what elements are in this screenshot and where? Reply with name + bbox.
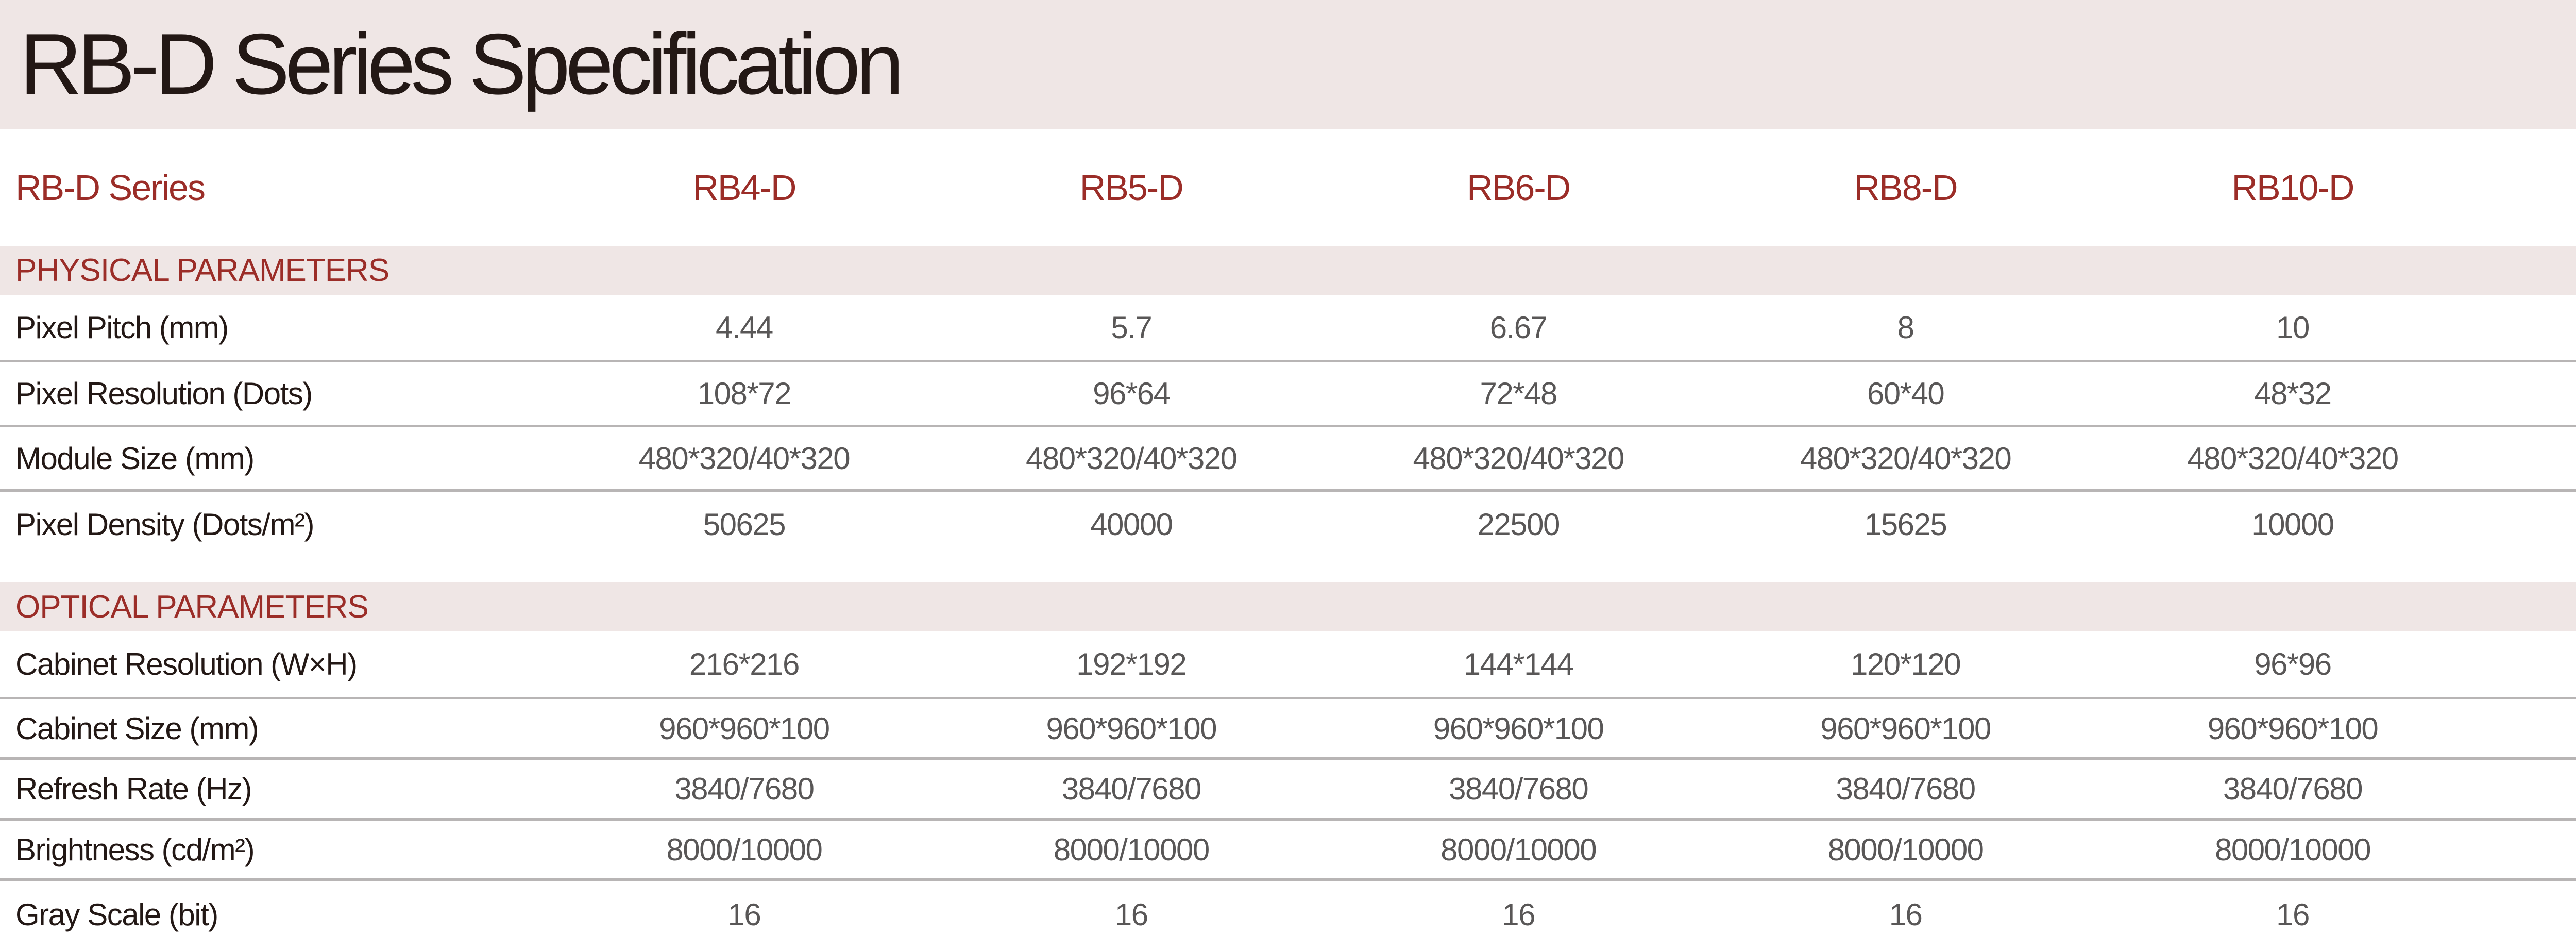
spec-value: 960*960*100 <box>1820 711 1991 746</box>
spec-label: Brightness (cd/m²) <box>15 832 255 867</box>
spec-value: 10 <box>2276 310 2310 345</box>
spec-label: Cabinet Size (mm) <box>15 711 259 746</box>
model-header: RB6-D <box>1467 167 1571 208</box>
spec-label: Gray Scale (bit) <box>15 897 218 932</box>
spec-value: 48*32 <box>2254 376 2332 411</box>
series-label: RB-D Series <box>15 167 206 208</box>
spec-row: Brightness (cd/m²) 8000/10000 8000/10000 80… <box>0 821 2576 881</box>
spec-row: Pixel Resolution (Dots) 108*72 96*64 72*48 6… <box>0 362 2576 427</box>
spec-value: 5.7 <box>1111 310 1152 345</box>
spec-value: 480*320/40*320 <box>638 441 851 476</box>
spec-value: 8000/10000 <box>1440 832 1597 867</box>
spec-row: Cabinet Resolution (W×H) 216*216 192*192 14… <box>0 631 2576 699</box>
spec-row: Pixel Density (Dots/m²) 50625 40000 22500 15… <box>0 492 2576 557</box>
spec-label: Cabinet Resolution (W×H) <box>15 647 358 681</box>
spec-value: 108*72 <box>697 376 792 411</box>
spec-value: 6.67 <box>1489 310 1548 345</box>
spec-value: 3840/7680 <box>2223 772 2363 806</box>
spec-value: 960*960*100 <box>1046 711 1217 746</box>
section-title: PHYSICAL PARAMETERS <box>15 253 389 288</box>
spec-value: 960*960*100 <box>2207 711 2379 746</box>
spec-value: 3840/7680 <box>1061 772 1202 806</box>
spec-value: 480*320/40*320 <box>1413 441 1624 476</box>
spec-value: 40000 <box>1090 507 1173 542</box>
spec-value: 22500 <box>1477 507 1560 542</box>
spec-value: 4.44 <box>715 310 773 345</box>
spec-value: 8000/10000 <box>2214 832 2371 867</box>
model-header: RB4-D <box>692 167 796 208</box>
spec-value: 144*144 <box>1463 647 1574 681</box>
spec-value: 8000/10000 <box>666 832 823 867</box>
title-band: RB-D Series Specification <box>0 0 2576 129</box>
spec-value: 8000/10000 <box>1053 832 1210 867</box>
spec-value: 96*64 <box>1093 376 1171 411</box>
spec-value: 3840/7680 <box>1836 772 1976 806</box>
spec-label: Refresh Rate (Hz) <box>15 772 252 806</box>
spec-value: 16 <box>2276 897 2310 932</box>
spec-value: 960*960*100 <box>659 711 830 746</box>
spec-row: Module Size (mm) 480*320/40*320 480*320/40… <box>0 427 2576 492</box>
spec-value: 16 <box>1502 897 1535 932</box>
spec-label: Pixel Density (Dots/m²) <box>15 507 314 542</box>
spec-value: 16 <box>1889 897 1923 932</box>
spec-value: 15625 <box>1864 507 1947 542</box>
spec-value: 3840/7680 <box>674 772 815 806</box>
spec-value: 3840/7680 <box>1449 772 1589 806</box>
section-title: OPTICAL PARAMETERS <box>15 589 369 625</box>
spec-row: Pixel Pitch (mm) 4.44 5.7 6.67 8 10 <box>0 295 2576 362</box>
spec-value: 192*192 <box>1076 647 1187 681</box>
spec-label: Pixel Resolution (Dots) <box>15 376 313 411</box>
spec-value: 60*40 <box>1867 376 1945 411</box>
spec-value: 10000 <box>2251 507 2334 542</box>
spec-value: 480*320/40*320 <box>1800 441 2012 476</box>
spec-value: 8 <box>1897 310 1914 345</box>
spec-row: Gray Scale (bit) 16 16 16 16 16 <box>0 881 2576 948</box>
section-header: OPTICAL PARAMETERS <box>0 582 2576 631</box>
spec-label: Pixel Pitch (mm) <box>15 310 229 345</box>
model-header: RB8-D <box>1854 167 1958 208</box>
spec-value: 50625 <box>703 507 786 542</box>
spec-row: Refresh Rate (Hz) 3840/7680 3840/7680 3840/… <box>0 760 2576 821</box>
spec-value: 480*320/40*320 <box>2187 441 2399 476</box>
spec-value: 216*216 <box>689 647 800 681</box>
page-title: RB-D Series Specification <box>20 15 904 112</box>
section-header: PHYSICAL PARAMETERS <box>0 246 2576 295</box>
spec-value: 16 <box>1114 897 1148 932</box>
spec-row: Cabinet Size (mm) 960*960*100 960*960*100 9… <box>0 699 2576 760</box>
model-header: RB10-D <box>2231 167 2354 208</box>
spec-value: 16 <box>727 897 761 932</box>
spec-value: 960*960*100 <box>1433 711 1604 746</box>
spec-value: 96*96 <box>2254 647 2332 681</box>
spec-value: 8000/10000 <box>1827 832 1985 867</box>
model-header: RB5-D <box>1079 167 1184 208</box>
spec-label: Module Size (mm) <box>15 441 255 476</box>
spec-value: 480*320/40*320 <box>1026 441 1238 476</box>
spec-value: 120*120 <box>1851 647 1961 681</box>
model-header-row: RB-D Series RB4-D RB5-D RB6-D RB8-D RB10… <box>0 129 2576 246</box>
spec-value: 72*48 <box>1480 376 1558 411</box>
